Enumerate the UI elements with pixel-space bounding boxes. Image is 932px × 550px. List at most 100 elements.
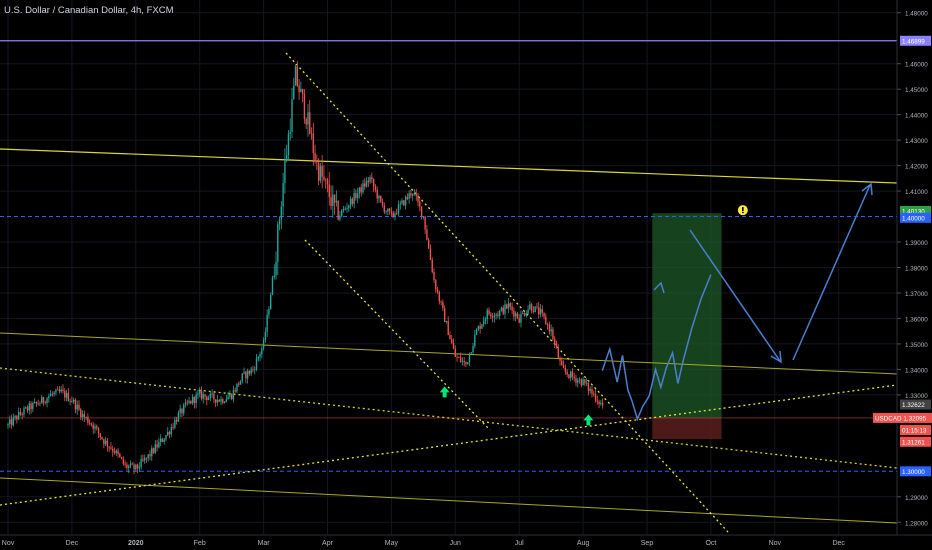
candle-body — [463, 361, 465, 362]
candle-body — [168, 431, 171, 435]
candle-body — [351, 198, 354, 204]
candle-body — [287, 133, 290, 155]
forecast-down-leg[interactable] — [689, 229, 781, 362]
candle-body — [69, 400, 71, 402]
price-tag[interactable] — [900, 399, 931, 410]
arrow-up-icon[interactable] — [439, 386, 450, 398]
candle-body — [474, 334, 476, 346]
candle-body — [443, 308, 446, 322]
candle-body — [216, 399, 219, 403]
candle-body — [554, 339, 556, 343]
price-tag[interactable] — [900, 205, 931, 216]
price-tick-label: 1.38000 — [905, 266, 928, 273]
forecast-up-leg[interactable] — [792, 184, 871, 361]
candle-body — [58, 389, 61, 392]
time-label: Oct — [705, 540, 716, 547]
middle-channel-line[interactable] — [0, 332, 898, 375]
candle-body — [328, 184, 330, 198]
ascending-trendline[interactable] — [0, 384, 898, 506]
candle-body — [593, 393, 595, 395]
candle-body — [186, 402, 188, 404]
candle-body — [301, 88, 304, 95]
price-tag[interactable] — [900, 212, 931, 223]
candle-body — [16, 416, 18, 420]
price-axis[interactable]: 1.48000 1.46000 1.45000 1.44000 1.43000 1.420… — [873, 0, 932, 535]
time-label: May — [385, 540, 399, 547]
candle-body — [536, 306, 538, 308]
candle-body — [449, 335, 451, 340]
candle-body — [413, 193, 416, 195]
price-tag[interactable] — [900, 436, 931, 447]
candle-body — [557, 347, 559, 358]
time-label: Jun — [450, 540, 461, 547]
candle-body — [135, 464, 137, 470]
price-tag[interactable] — [873, 412, 932, 423]
long-position-tool[interactable] — [652, 213, 722, 440]
candle-body — [174, 419, 176, 428]
candle-body — [488, 310, 490, 315]
candle-body — [35, 401, 38, 404]
candle-body — [358, 187, 361, 194]
price-tag[interactable] — [900, 35, 931, 46]
candle-body — [451, 339, 453, 344]
candle-body — [546, 324, 549, 326]
candle-body — [582, 379, 584, 386]
dotted-trendlines[interactable] — [0, 52, 898, 533]
candle-body — [284, 161, 286, 184]
upper-channel-line[interactable] — [0, 148, 898, 184]
candle-body — [321, 166, 323, 177]
arrow-up-icon[interactable] — [583, 414, 594, 426]
candle-body — [298, 85, 300, 93]
candle-body — [72, 399, 75, 402]
candle-body — [259, 354, 261, 357]
candle-body — [195, 394, 197, 404]
candle-body — [452, 343, 455, 349]
candle-body — [594, 394, 597, 401]
time-axis-background — [0, 535, 932, 550]
price-tag[interactable] — [900, 466, 931, 477]
candle-body — [527, 309, 529, 314]
candle-body — [548, 324, 551, 332]
candle-body — [406, 196, 409, 199]
candle-body — [346, 208, 348, 209]
candle-body — [147, 454, 149, 459]
descending-trendline-lower[interactable] — [304, 239, 491, 431]
candle-body — [99, 433, 101, 438]
candle-body — [60, 389, 62, 392]
descending-trendline-main[interactable] — [285, 52, 729, 533]
candle-body — [51, 393, 54, 395]
candle-body — [472, 345, 474, 353]
candle-body — [161, 438, 164, 442]
candle-body — [417, 195, 419, 202]
candle-body — [80, 409, 82, 418]
loss-zone[interactable] — [652, 417, 722, 440]
candle-body — [67, 392, 70, 402]
price-tick-label: 1.43000 — [905, 138, 928, 145]
candle-body — [78, 404, 80, 410]
candle-body — [167, 431, 169, 436]
candle-body — [525, 313, 527, 316]
candle-body — [190, 400, 192, 404]
projection-path[interactable] — [601, 182, 873, 422]
descending-support-line[interactable] — [0, 367, 898, 469]
candle-body — [497, 314, 499, 316]
time-axis[interactable]: Nov Dec 2020 Feb Mar Apr May Jun Jul Aug Sep Oct Nov… — [0, 534, 932, 550]
price-tag-label: 1.31261 — [902, 439, 925, 446]
candles — [7, 61, 604, 475]
profit-zone[interactable] — [652, 213, 722, 418]
candle-body — [9, 419, 11, 425]
candle-body — [314, 153, 316, 162]
candle-body — [513, 310, 515, 317]
candle-body — [280, 206, 283, 220]
price-tag[interactable] — [900, 425, 931, 436]
candle-body — [126, 464, 128, 469]
candle-body — [584, 379, 586, 384]
candle-body — [294, 66, 297, 86]
candle-body — [296, 66, 299, 86]
candle-body — [332, 194, 334, 207]
candle-body — [404, 196, 407, 206]
candle-body — [273, 275, 275, 278]
projection-line[interactable] — [601, 274, 712, 422]
candle-body — [486, 310, 488, 320]
